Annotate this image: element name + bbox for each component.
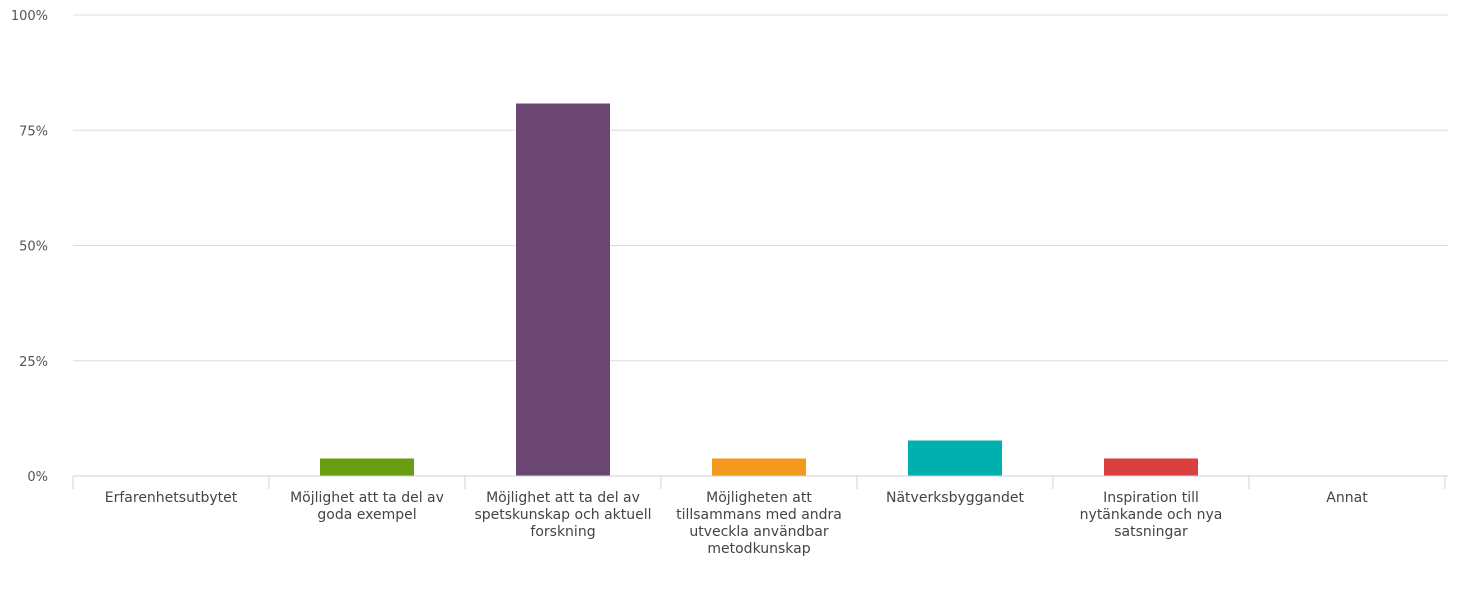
- y-tick-label: 75%: [19, 124, 48, 139]
- bar: [712, 458, 806, 476]
- category-label: Annat: [1326, 490, 1368, 506]
- bars: [320, 103, 1198, 477]
- bar: [516, 103, 610, 477]
- bar: [1104, 458, 1198, 476]
- y-axis-ticks: 0% 25% 50% 75% 100%: [11, 9, 48, 485]
- y-tick-label: 25%: [19, 355, 48, 370]
- category-label: Möjlighet att ta del av goda exempel: [290, 490, 444, 523]
- y-tick-label: 0%: [27, 470, 48, 485]
- category-label: Inspiration till nytänkande och nya sats…: [1079, 490, 1223, 540]
- y-tick-label: 100%: [11, 9, 48, 24]
- category-label: Erfarenhetsutbytet: [104, 490, 238, 506]
- bar: [320, 458, 414, 476]
- bar: [908, 440, 1002, 476]
- category-label: Nätverksbyggandet: [886, 490, 1024, 506]
- gridlines: [73, 14, 1448, 362]
- x-axis: [72, 475, 1448, 489]
- y-tick-label: 50%: [19, 240, 48, 255]
- category-label: Möjlighet att ta del av spetskunskap och…: [474, 490, 652, 540]
- category-label: Möjligheten att tillsammans med andra ut…: [676, 490, 842, 557]
